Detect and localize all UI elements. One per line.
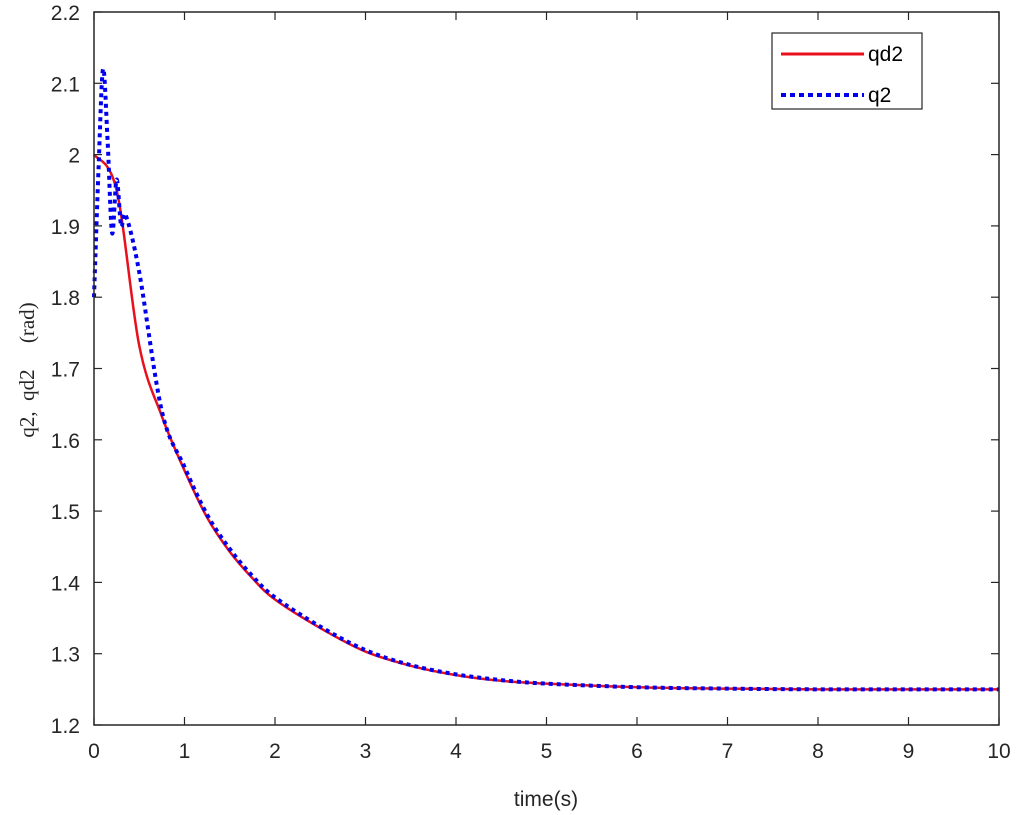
legend-q2-label: q2	[868, 84, 891, 107]
x-tick-label: 10	[987, 740, 1010, 763]
x-tick-label: 1	[179, 740, 191, 763]
x-tick-label: 2	[269, 740, 281, 763]
axes-box	[93, 11, 1000, 726]
y-tick-label: 2.2	[51, 2, 80, 25]
axis-ticks	[93, 11, 1000, 726]
legend-qd2-label: qd2	[868, 43, 903, 66]
x-tick-label: 7	[722, 740, 734, 763]
plot-lines	[92, 67, 999, 692]
y-tick-label: 1.6	[51, 430, 80, 453]
x-tick-label: 0	[88, 740, 100, 763]
series-qd2-line	[92, 153, 999, 691]
y-tick-label: 1.2	[51, 715, 80, 738]
y-axis-label: q2, qd2 (rad)	[15, 302, 39, 437]
y-tick-label: 2	[68, 145, 80, 168]
y-tick-label: 1.7	[51, 359, 80, 382]
y-tick-label: 1.8	[51, 287, 80, 310]
y-tick-labels: 1.2 1.3 1.4 1.5 1.6 1.7 1.8 1.9 2 2.1 2.2	[51, 2, 81, 738]
series-q2-line	[92, 67, 999, 692]
y-tick-label: 1.4	[51, 572, 81, 595]
legend: qd2 q2	[771, 32, 923, 110]
y-tick-label: 1.3	[51, 644, 80, 667]
x-tick-label: 3	[360, 740, 372, 763]
x-tick-label: 8	[812, 740, 824, 763]
x-tick-label: 4	[450, 740, 462, 763]
y-tick-label: 1.5	[51, 501, 80, 524]
x-tick-labels: 0 1 2 3 4 5 6 7 8 9 10	[88, 740, 1011, 763]
x-tick-label: 9	[903, 740, 915, 763]
y-tick-label: 2.1	[51, 73, 80, 96]
x-axis-label: time(s)	[514, 788, 578, 811]
y-tick-label: 1.9	[51, 216, 80, 239]
x-tick-label: 5	[541, 740, 553, 763]
x-tick-label: 6	[631, 740, 643, 763]
